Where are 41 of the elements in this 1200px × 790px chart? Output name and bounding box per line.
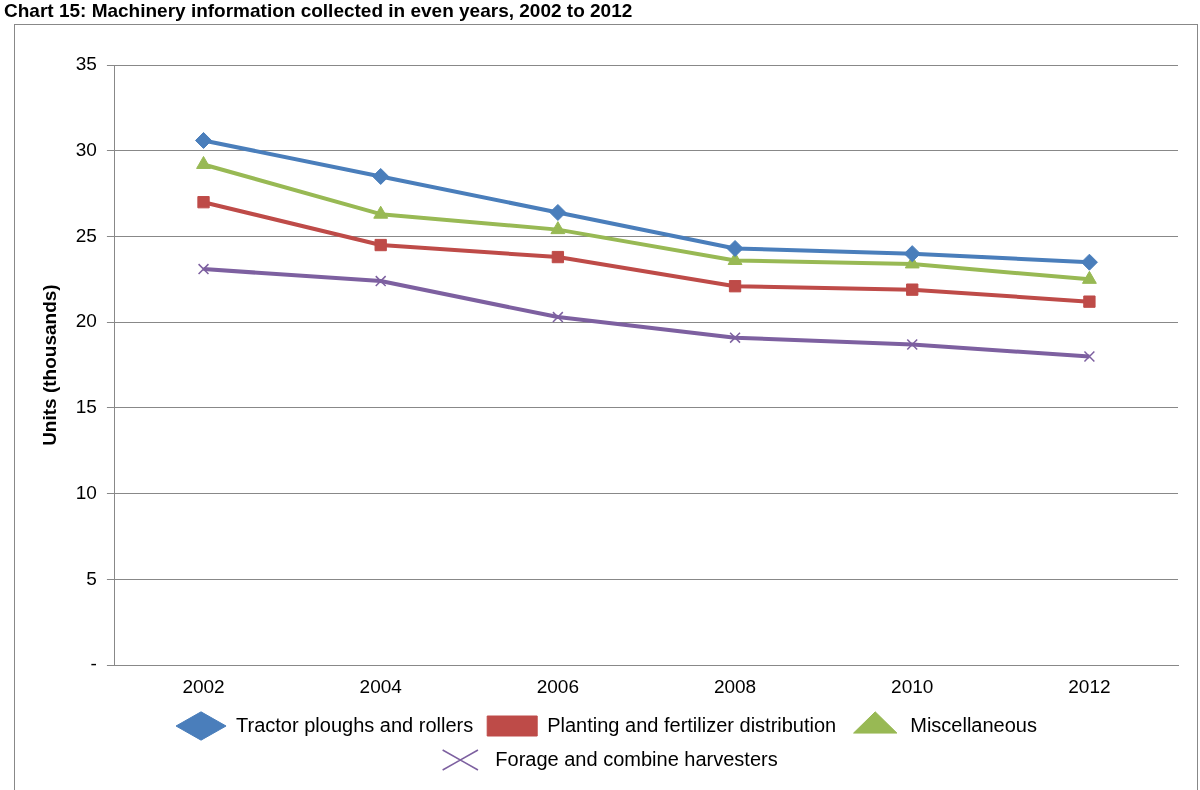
y-tick-label: 15	[75, 396, 97, 418]
point	[374, 238, 387, 252]
point	[1083, 295, 1096, 308]
point	[373, 205, 389, 219]
x-tick-label: 2010	[891, 675, 934, 697]
chart-title: Chart 15: Machinery information collected in even years, 2002 to 2012	[4, 0, 633, 22]
point	[726, 239, 744, 257]
point	[195, 131, 213, 149]
point	[903, 245, 921, 263]
point	[549, 203, 567, 221]
x-tick-label: 2012	[1068, 675, 1111, 697]
legend-label: Forage and combine harvesters	[495, 747, 778, 770]
point	[1080, 253, 1098, 271]
point	[552, 311, 564, 323]
point	[375, 275, 387, 287]
y-tick-label: 10	[75, 481, 97, 503]
point	[1083, 350, 1096, 363]
x-tick-label: 2004	[359, 675, 403, 697]
point	[197, 196, 210, 209]
y-axis-title: Units (thousands)	[38, 284, 60, 446]
legend-label: Miscellaneous	[910, 713, 1037, 736]
y-tick-label: 25	[75, 224, 97, 246]
legend-label: Planting and fertilizer distribution	[547, 713, 837, 736]
y-tick-label: 35	[75, 53, 97, 75]
point	[728, 280, 742, 293]
point	[197, 263, 210, 275]
x-tick-label: 2002	[182, 675, 225, 697]
point	[372, 167, 390, 185]
y-tick-label: 30	[75, 138, 97, 160]
point	[551, 250, 565, 264]
x-tick-label: 2008	[713, 675, 757, 697]
legend-label: Tractor ploughs and rollers	[236, 713, 474, 736]
y-tick-label: 5	[86, 567, 97, 589]
point	[550, 221, 566, 235]
point	[196, 155, 211, 169]
point	[729, 331, 741, 344]
y-tick-label: 20	[75, 310, 97, 332]
point	[906, 338, 918, 351]
x-tick-label: 2006	[536, 675, 580, 697]
y-tick-label: -	[90, 653, 97, 675]
point	[906, 283, 919, 296]
